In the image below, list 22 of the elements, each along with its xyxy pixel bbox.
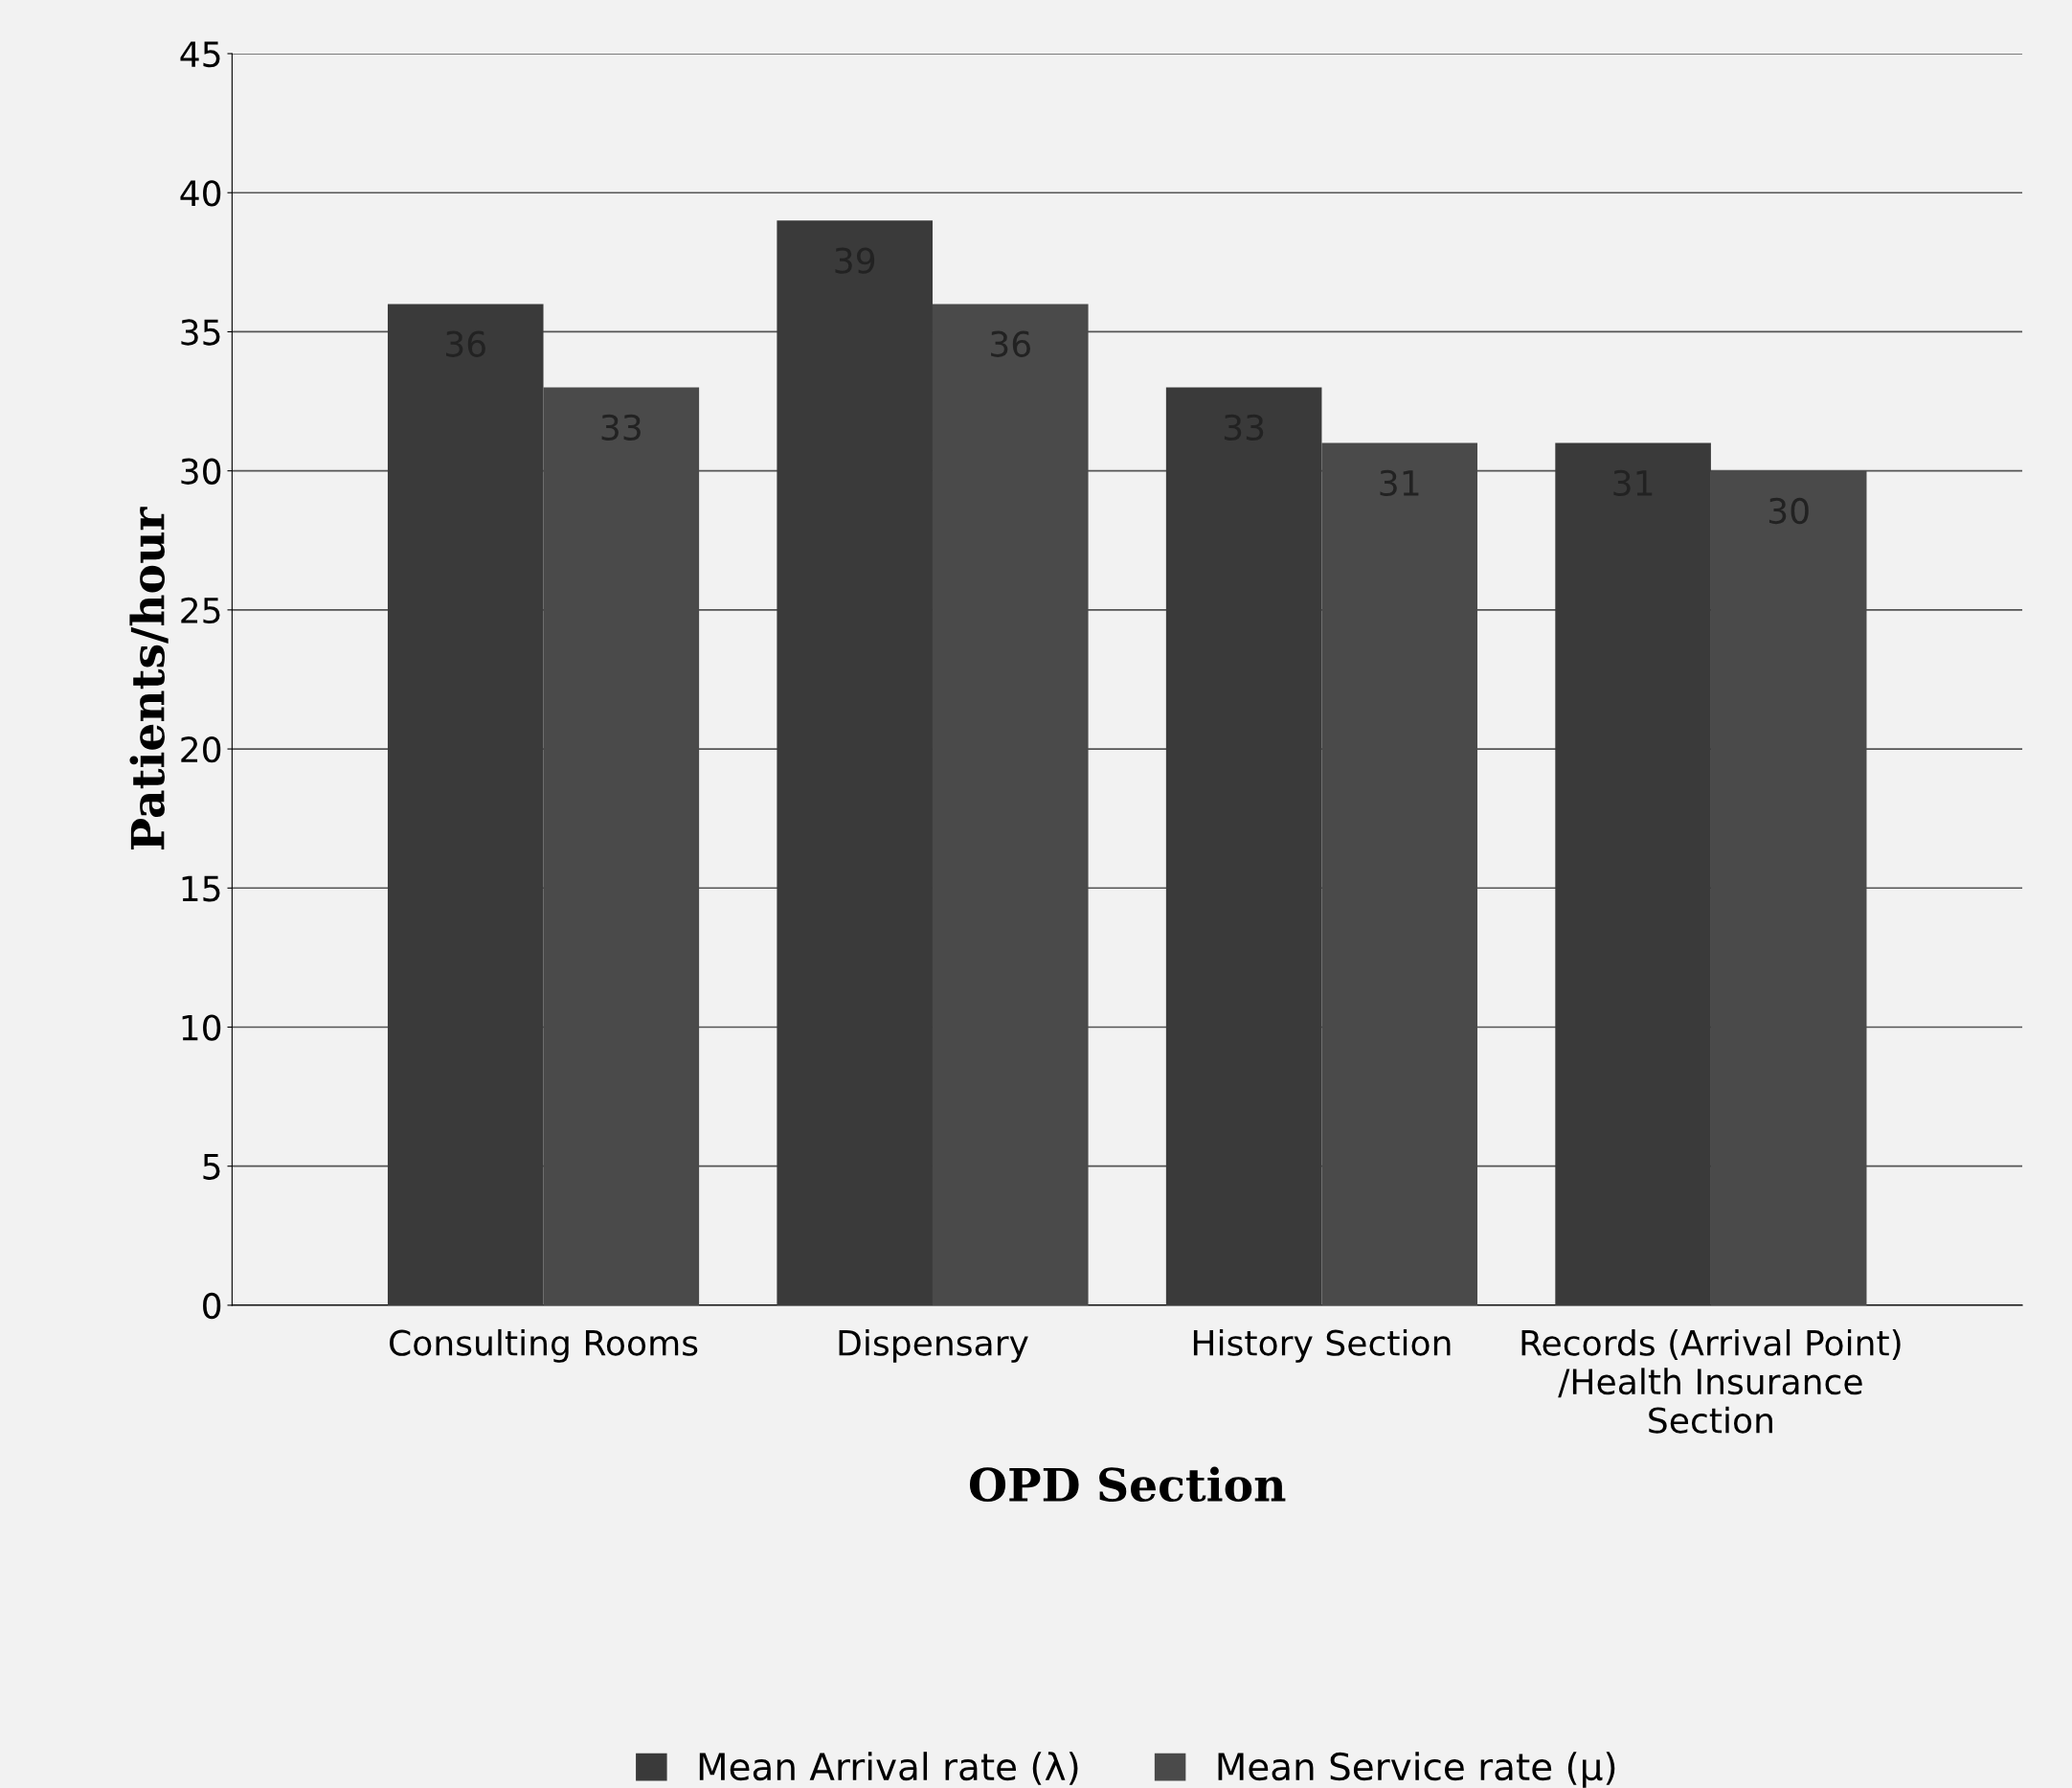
y-tick-label: 40 (180, 180, 221, 207)
bar (1555, 442, 1711, 1305)
x-axis-title: OPD Section (969, 1466, 1286, 1503)
y-tick-label: 5 (203, 1154, 220, 1180)
x-tick-label: History Section (1193, 1328, 1451, 1363)
legend-label: Mean Arrival rate (λ) (699, 1752, 1078, 1785)
y-tick-label: 15 (182, 875, 220, 902)
x-tick-label: Dispensary (839, 1328, 1028, 1363)
y-axis-title: Patients/hour (129, 507, 169, 850)
y-tick-label: 35 (181, 319, 220, 346)
y-tick-label: 0 (203, 1292, 221, 1320)
y-tick-label: 30 (181, 458, 221, 485)
y-tick-label: 25 (181, 597, 220, 624)
bar (777, 220, 933, 1305)
bar (387, 304, 544, 1305)
x-tick-label: Records (Arrival Point) /Health Insurance Section (1521, 1328, 1901, 1434)
y-tick-label: 20 (181, 736, 221, 763)
legend-label: Mean Service rate (μ) (1218, 1752, 1615, 1788)
x-tick-label: Consulting Rooms (390, 1328, 698, 1363)
bar (1165, 387, 1322, 1305)
y-tick-label: 45 (180, 41, 220, 68)
y-tick-label: 10 (182, 1014, 221, 1041)
